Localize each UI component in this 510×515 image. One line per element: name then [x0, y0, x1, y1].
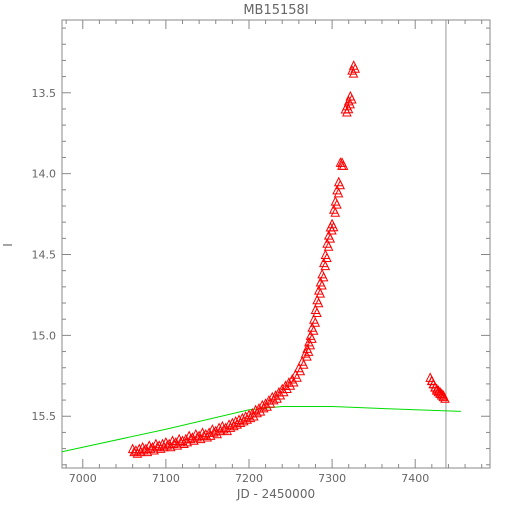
data-point	[179, 438, 189, 449]
data-point	[330, 207, 341, 217]
axis-labels: MB15158I JD - 2450000 I	[1, 3, 315, 501]
data-point	[312, 307, 322, 318]
data-point	[165, 441, 176, 452]
data-point	[348, 68, 359, 78]
model-line	[61, 406, 461, 453]
data-point	[282, 383, 292, 394]
data-point	[205, 430, 216, 440]
data-point	[335, 179, 346, 190]
data-points	[127, 60, 450, 458]
data-point	[275, 389, 286, 400]
data-point	[142, 446, 153, 457]
data-point	[325, 232, 336, 243]
data-point	[318, 271, 329, 282]
data-point	[229, 420, 239, 431]
data-point	[333, 187, 344, 198]
data-point	[155, 443, 166, 453]
y-tick-label: 15.5	[32, 410, 57, 423]
data-point	[272, 393, 282, 403]
data-point	[345, 98, 356, 109]
data-point	[323, 241, 334, 251]
plot-frame	[61, 19, 491, 469]
data-point	[310, 317, 321, 327]
data-point	[239, 415, 249, 426]
data-point	[303, 346, 314, 356]
data-point	[189, 435, 199, 445]
data-point	[249, 410, 259, 421]
data-point	[298, 359, 309, 369]
data-point	[252, 407, 262, 418]
y-tick-label: 13.5	[32, 87, 57, 100]
x-tick-label: 7300	[318, 472, 346, 485]
data-point	[320, 260, 331, 271]
data-point	[343, 103, 354, 114]
y-tick-label: 14.5	[32, 249, 57, 262]
data-point	[245, 412, 256, 423]
data-point	[258, 402, 269, 413]
y-tick-label: 15.0	[32, 329, 57, 342]
data-point	[328, 221, 339, 232]
data-point	[222, 425, 233, 436]
axis-ticks: 7000 7100 7200 7300 7400 13.5 14.0 14.5 15.0 15.5	[32, 20, 490, 485]
data-point	[268, 394, 279, 405]
data-point	[302, 351, 312, 361]
data-point	[308, 325, 319, 335]
data-point	[149, 444, 159, 455]
chart-title: MB15158I	[243, 3, 308, 18]
data-point	[242, 414, 252, 424]
y-axis-label: I	[1, 243, 15, 247]
x-tick-label: 7000	[69, 472, 97, 485]
data-point	[212, 428, 223, 439]
data-point	[292, 372, 302, 382]
data-point	[232, 418, 243, 429]
plot-border	[61, 19, 491, 469]
data-point	[172, 440, 183, 450]
data-point	[255, 406, 266, 416]
data-point	[182, 436, 193, 447]
data-point	[202, 431, 213, 442]
data-point	[278, 386, 289, 397]
data-point	[295, 365, 306, 376]
model-lines	[61, 20, 461, 468]
data-point	[338, 160, 349, 170]
x-tick-label: 7200	[235, 472, 263, 485]
data-point	[322, 252, 332, 263]
data-point	[195, 433, 206, 444]
data-point	[347, 93, 357, 104]
data-point	[265, 397, 276, 408]
data-point	[235, 417, 246, 427]
x-axis-label: JD - 2450000	[236, 487, 315, 501]
data-point	[132, 448, 143, 458]
x-tick-label: 7400	[401, 472, 429, 485]
data-point	[225, 422, 236, 432]
data-point	[313, 297, 324, 308]
x-tick-label: 7100	[152, 472, 180, 485]
data-point	[315, 287, 326, 298]
data-point	[305, 339, 316, 350]
data-point	[332, 199, 342, 209]
data-point	[285, 380, 296, 390]
data-point	[262, 401, 272, 411]
y-tick-label: 14.0	[32, 168, 57, 181]
data-point	[350, 63, 361, 73]
data-point	[440, 393, 450, 403]
data-point	[288, 376, 299, 387]
data-point	[307, 333, 317, 343]
data-point	[317, 279, 327, 290]
